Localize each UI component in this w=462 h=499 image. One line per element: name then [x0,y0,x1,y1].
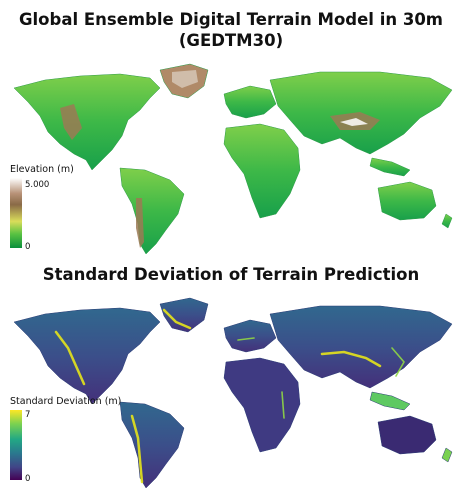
australia-landmass [377,181,437,221]
sd-color-ramp [10,410,22,480]
africa-landmass [223,123,301,219]
east-asia-high-sd [391,347,405,377]
greenland-icecap [172,70,198,88]
europe-landmass [223,319,277,353]
elevation-color-ramp [10,178,22,248]
andes-high-sd [130,414,144,484]
rocky-mountains-highland [60,104,82,140]
top-map-title-line1: Global Ensemble Digital Terrain Model in… [18,10,443,29]
himalaya-snow [340,118,368,126]
elevation-world-map [13,63,453,255]
africa-landmass [223,357,301,453]
north-america-landmass [13,307,161,405]
new-zealand-landmass [441,213,453,229]
north-america-landmass [13,73,161,171]
greenland-landmass [159,297,209,333]
rocky-mountains-high-sd [54,330,86,386]
himalaya-high-sd [320,350,382,368]
bottom-map-title: Standard Deviation of Terrain Prediction [42,265,420,284]
elevation-legend-max: 5.000 [25,180,50,190]
asia-landmass [269,305,453,389]
south-america-landmass [119,167,185,255]
south-america-landmass [119,401,185,489]
europe-landmass [223,85,277,119]
sd-legend-min: 0 [25,474,31,484]
standard-deviation-world-map [13,297,453,489]
southeast-asia-islands [369,391,411,411]
elevation-legend-title: Elevation (m) [10,164,74,175]
alps-high-sd [237,337,255,341]
australia-landmass [377,415,437,455]
southeast-asia-islands [369,157,411,177]
top-map-title-line2: (GEDTM30) [178,31,284,50]
east-africa-high-sd [281,391,285,419]
sd-legend-max: 7 [25,410,31,420]
elevation-legend-min: 0 [25,242,31,252]
sd-legend-title: Standard Deviation (m) [10,396,122,407]
greenland-coast-high-sd [162,308,192,330]
new-zealand-landmass [441,447,453,463]
andes-highland [136,198,144,248]
